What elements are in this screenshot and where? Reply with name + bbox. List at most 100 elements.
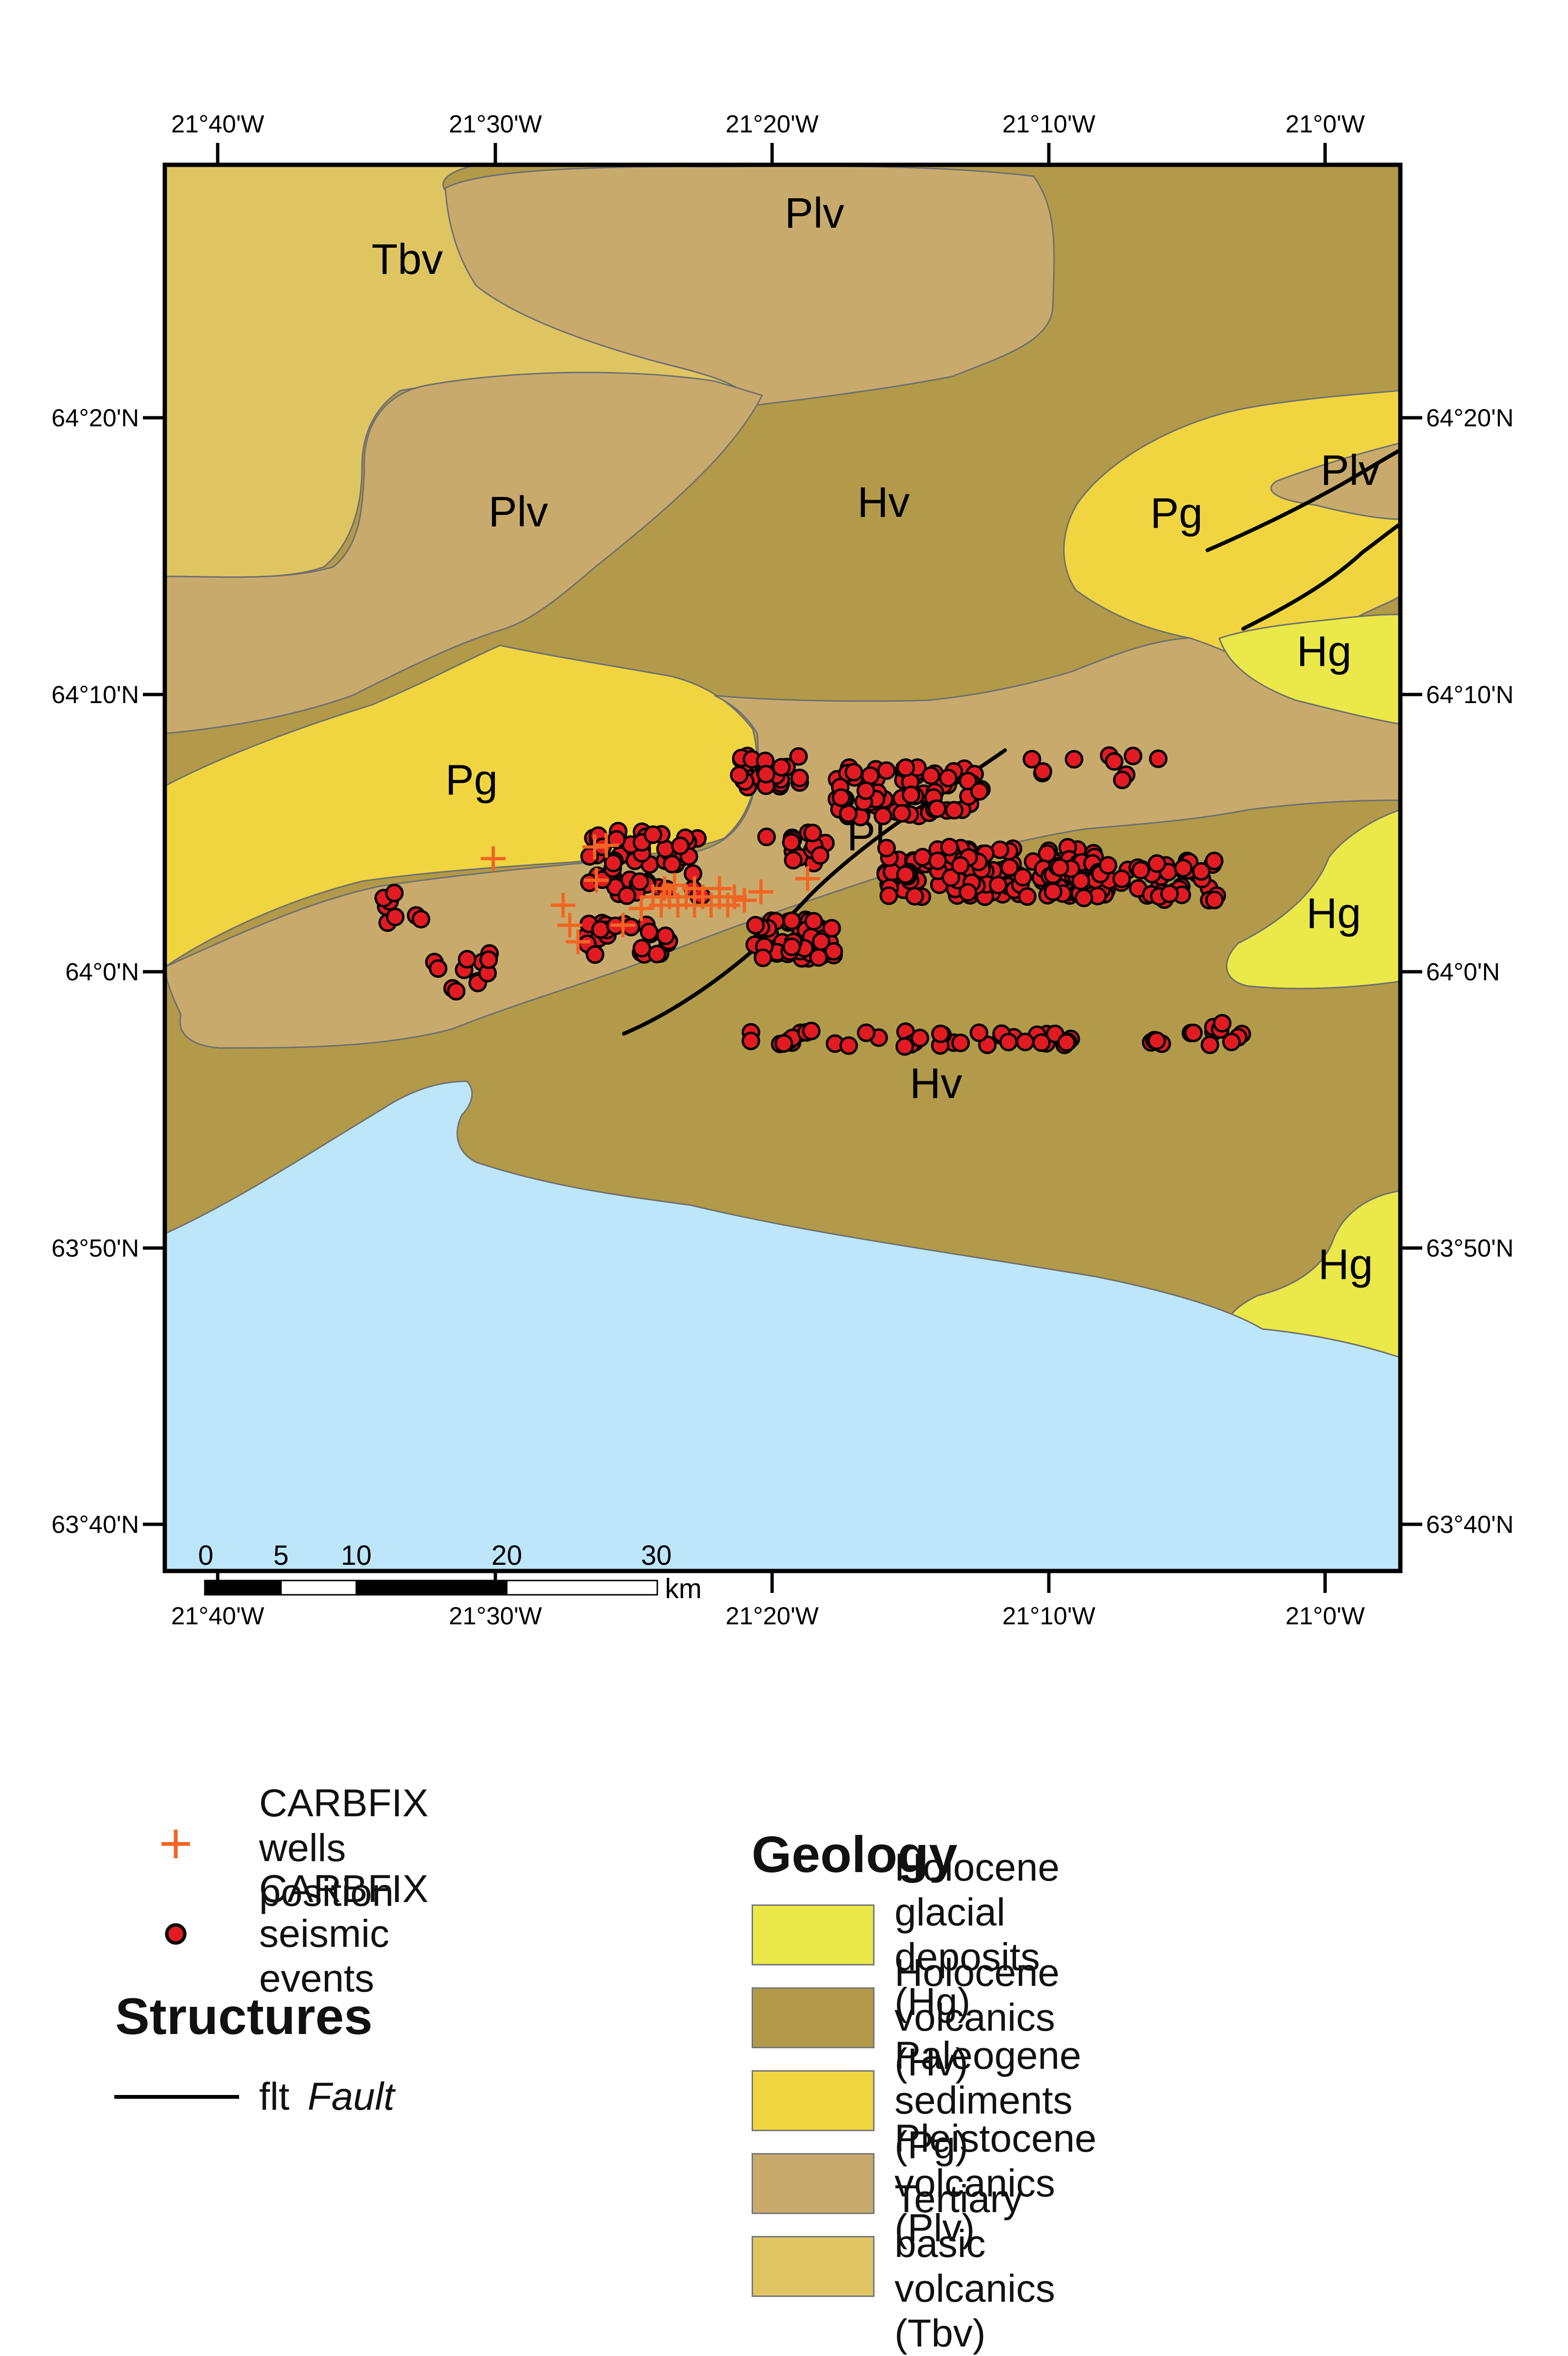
well-marker <box>582 835 607 860</box>
seismic-event <box>1034 762 1053 781</box>
seismic-event <box>782 937 801 956</box>
lat-label-right: 63°50'N <box>1426 1235 1514 1262</box>
well-marker <box>610 913 635 938</box>
seismic-event <box>1098 856 1117 875</box>
seismic-event <box>902 785 921 805</box>
well-marker <box>652 876 677 901</box>
seismic-event <box>839 1036 858 1055</box>
lon-label-bottom: 21°0'W <box>1286 1602 1365 1630</box>
lat-label-right: 64°0'N <box>1426 958 1500 986</box>
seismic-events-layer <box>374 746 1251 1056</box>
fault-line-symbol-icon <box>114 2094 239 2100</box>
swatch-tbv <box>752 2236 874 2297</box>
seismic-event <box>879 886 898 905</box>
seismic-event <box>1200 1035 1219 1054</box>
seismic-event <box>839 804 858 823</box>
lat-label-left: 64°20'N <box>51 404 139 432</box>
lon-label-top: 21°0'W <box>1286 111 1365 138</box>
seismic-event <box>945 801 964 820</box>
seismic-event <box>856 781 875 800</box>
lat-label-left: 63°50'N <box>51 1235 139 1262</box>
well-marker <box>629 896 654 921</box>
seismic-event <box>1075 888 1094 907</box>
seismic-event <box>591 920 610 939</box>
seismic-event <box>824 942 843 961</box>
seismic-event <box>874 806 893 826</box>
seismic-event <box>928 851 947 870</box>
seismic-event <box>458 950 477 969</box>
seismic-event <box>630 872 649 891</box>
unit-pg-left <box>165 644 758 968</box>
unit-label-hg: Hg <box>1306 890 1361 937</box>
seismic-event <box>905 887 924 906</box>
seismic-event <box>790 768 809 787</box>
unit-label-plv: Plv <box>784 190 844 237</box>
seismic-event <box>782 833 801 852</box>
unit-hg-2 <box>1226 809 1400 989</box>
seismic-event <box>970 782 989 801</box>
seismic-event <box>1023 750 1042 769</box>
seismic-event <box>958 883 977 902</box>
well-marker <box>481 846 506 871</box>
seismic-event <box>940 837 959 856</box>
seismic-event <box>877 761 896 780</box>
seismic-event <box>892 804 911 823</box>
seismic-event <box>809 948 828 967</box>
seismic-event <box>754 948 773 967</box>
seismic-event <box>1174 859 1193 878</box>
well-marker <box>584 867 609 893</box>
lon-label-top: 21°20'W <box>725 111 818 138</box>
fault-label: Fault <box>307 2075 395 2118</box>
seismic-event <box>1032 1033 1051 1052</box>
seismic-event <box>647 945 666 964</box>
lon-label-top: 21°30'W <box>449 111 542 138</box>
seismic-event <box>896 758 915 777</box>
seismic-event <box>939 768 958 787</box>
seismic-event <box>941 868 960 887</box>
seismic-event <box>913 847 932 866</box>
seismic-event <box>896 865 915 884</box>
scale-segment-10-20 <box>355 1580 508 1596</box>
seismic-event <box>958 772 977 791</box>
seismic-event <box>1065 750 1084 769</box>
unit-label-plv: Plv <box>488 488 548 536</box>
seismic-event <box>730 765 749 785</box>
legend-wells-label: CARBFIX wells position <box>259 1782 429 1914</box>
seismic-event <box>789 747 808 766</box>
seismic-event <box>1147 854 1166 873</box>
unit-label-pg: Pg <box>1150 490 1203 537</box>
fault-code: flt <box>259 2075 290 2118</box>
well-symbol-icon <box>159 1827 192 1861</box>
seismic-event <box>969 1023 988 1042</box>
scale-tick-5: 5 <box>273 1540 289 1571</box>
seismic-event <box>429 959 448 978</box>
well-marker <box>707 876 732 901</box>
sea <box>165 1080 1400 1571</box>
seismic-event <box>832 788 851 807</box>
swatch-hv <box>752 1987 874 2048</box>
seismic-event <box>622 917 641 936</box>
seismic-event <box>385 884 404 903</box>
lat-label-left: 63°40'N <box>51 1511 139 1539</box>
scale-segment-20-30 <box>506 1580 658 1596</box>
seismic-event <box>741 1031 760 1050</box>
seismic-event <box>895 1037 915 1056</box>
seismic-event <box>617 886 636 905</box>
seismic-event <box>1000 858 1019 877</box>
scale-unit: km <box>665 1573 702 1604</box>
scale-bar: 0 5 10 20 30 km <box>198 1540 702 1604</box>
well-marker <box>557 913 583 938</box>
unit-label-pg: Pg <box>445 756 498 804</box>
seismic-event <box>633 939 652 958</box>
seismic-event <box>756 765 775 784</box>
well-marker <box>722 884 747 909</box>
lat-label-right: 64°20'N <box>1426 404 1514 432</box>
seismic-event <box>757 827 776 846</box>
well-marker <box>682 876 707 901</box>
seismic-event <box>999 1033 1018 1052</box>
seismic-event <box>1071 871 1090 890</box>
seismic-event <box>1192 862 1211 881</box>
seismic-event <box>447 982 466 1001</box>
seismic-event <box>1205 851 1224 870</box>
